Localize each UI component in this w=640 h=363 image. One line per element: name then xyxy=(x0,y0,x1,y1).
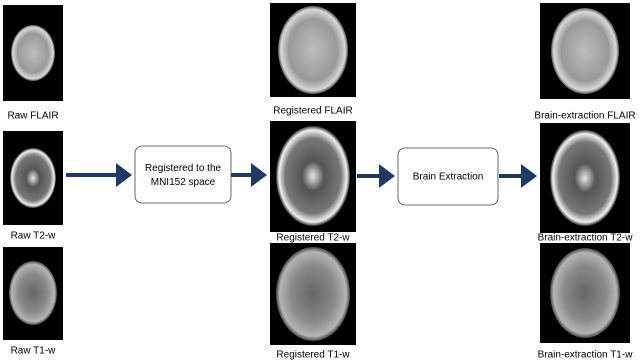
brain xyxy=(276,126,350,226)
label: Registered FLAIR xyxy=(273,106,352,117)
brain xyxy=(278,6,348,94)
brain xyxy=(550,130,620,226)
raw-images xyxy=(3,5,63,340)
step-label: Registered to the MNI152 space xyxy=(145,163,222,188)
label: Raw T2-w xyxy=(11,231,57,242)
brain xyxy=(550,248,620,338)
brain xyxy=(9,261,57,325)
step-box xyxy=(134,145,232,204)
step-label: Brain Extraction xyxy=(413,172,484,183)
brain xyxy=(276,247,350,341)
registered-images xyxy=(270,3,356,345)
brain xyxy=(10,148,56,208)
label: Raw FLAIR xyxy=(7,111,58,122)
extracted-images xyxy=(540,3,630,343)
label-line: Registered to the xyxy=(145,163,222,174)
label: Brain-extraction T1-w xyxy=(538,350,634,361)
label: Brain-extraction FLAIR xyxy=(534,111,635,122)
label: Raw T1-w xyxy=(11,346,57,357)
label-line: MNI152 space xyxy=(151,177,216,188)
label: Brain-extraction T2-w xyxy=(538,233,634,244)
brain xyxy=(11,25,55,81)
label: Registered T1-w xyxy=(276,350,350,361)
brain xyxy=(551,8,619,94)
step-box xyxy=(397,147,499,206)
label: Registered T2-w xyxy=(276,233,350,244)
